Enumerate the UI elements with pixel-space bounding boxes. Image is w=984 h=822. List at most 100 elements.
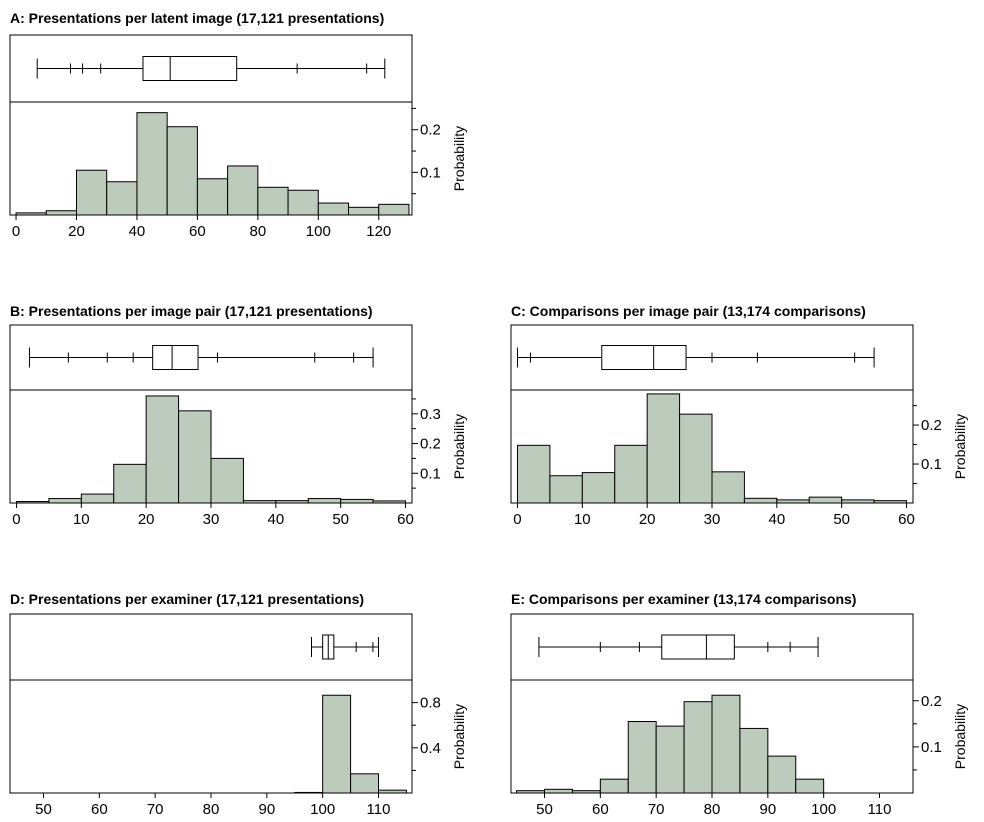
histogram-bar [614, 444, 648, 504]
histogram-bar [340, 498, 374, 504]
x-tick-label: 80 [704, 801, 721, 818]
histogram-bar [683, 701, 713, 794]
y-tick-label: 0.2 [921, 693, 942, 710]
histogram-bar [257, 186, 289, 216]
boxplot-box [661, 634, 735, 660]
histogram-bar [45, 210, 77, 216]
histogram-bar [378, 203, 410, 216]
histogram-bar [711, 471, 745, 504]
x-tick-label: 10 [574, 511, 591, 528]
panel-title: E: Comparisons per examiner (13,174 comp… [511, 591, 856, 607]
y-tick-label: 0.2 [420, 122, 441, 139]
x-tick-label: 60 [898, 511, 915, 528]
x-tick-label: 110 [868, 801, 892, 818]
x-tick-label: 10 [73, 511, 90, 528]
histogram-bar [75, 169, 108, 216]
histogram-bar [767, 755, 797, 794]
x-tick-label: 90 [759, 801, 776, 818]
histogram-bar [106, 181, 138, 216]
panel-c: C: Comparisons per image pair (13,174 co… [510, 303, 968, 528]
y-tick-label: 0.4 [420, 740, 441, 757]
x-tick-label: 30 [203, 511, 220, 528]
histogram-bar [544, 788, 573, 794]
panel-a: A: Presentations per latent image (17,12… [9, 10, 467, 240]
boxplot-box [601, 345, 687, 370]
x-tick-label: 0 [12, 223, 20, 240]
panel-title: A: Presentations per latent image (17,12… [10, 10, 384, 26]
histogram-bar [178, 410, 212, 504]
histogram-bar [80, 493, 115, 504]
histogram-bar [322, 694, 352, 794]
x-tick-label: 70 [648, 801, 665, 818]
histogram-bar [599, 778, 629, 794]
x-tick-label: 80 [203, 801, 220, 818]
panel-d: D: Presentations per examiner (17,121 pr… [9, 591, 467, 818]
histogram-bar [196, 178, 229, 216]
y-axis-label: Probability [451, 126, 467, 191]
histogram-bar [743, 497, 778, 504]
histogram-bar [317, 202, 350, 216]
histogram-bar [210, 457, 244, 504]
panel-e: E: Comparisons per examiner (13,174 comp… [510, 591, 968, 818]
boxplot-box [152, 345, 199, 370]
x-tick-label: 20 [138, 511, 155, 528]
x-tick-label: 50 [833, 511, 850, 528]
y-axis-label: Probability [952, 414, 968, 479]
y-axis-label: Probability [451, 704, 467, 769]
x-tick-label: 20 [639, 511, 656, 528]
x-tick-label: 40 [267, 511, 284, 528]
histogram-bar [808, 496, 843, 504]
histogram-bar [348, 206, 380, 216]
histogram-bar [581, 472, 616, 504]
histogram-bar [287, 189, 319, 216]
panel-title: D: Presentations per examiner (17,121 pr… [10, 591, 364, 607]
x-tick-label: 60 [592, 801, 609, 818]
histogram-bar [48, 498, 82, 504]
histogram-bar [307, 498, 342, 504]
x-tick-label: 100 [310, 801, 335, 818]
x-tick-label: 80 [250, 223, 267, 240]
x-tick-label: 30 [704, 511, 721, 528]
histogram-bar [739, 727, 769, 794]
panel-frame [9, 613, 413, 794]
histogram-bar [166, 126, 198, 216]
y-axis-label: Probability [451, 414, 467, 479]
panel-frame [9, 34, 413, 216]
y-tick-label: 0.8 [420, 695, 441, 712]
histogram-bar [549, 475, 583, 504]
x-tick-label: 40 [768, 511, 785, 528]
x-tick-label: 90 [258, 801, 275, 818]
x-tick-label: 110 [367, 801, 391, 818]
x-tick-label: 100 [306, 223, 331, 240]
histogram-bar [679, 413, 713, 504]
x-tick-label: 50 [35, 801, 52, 818]
x-tick-label: 50 [332, 511, 349, 528]
x-tick-label: 120 [366, 223, 391, 240]
x-tick-label: 70 [147, 801, 164, 818]
x-tick-label: 50 [536, 801, 553, 818]
x-tick-label: 60 [397, 511, 414, 528]
histogram-bar [113, 463, 147, 504]
histogram-bar [655, 725, 685, 794]
y-tick-label: 0.1 [921, 739, 942, 756]
histogram-bar [646, 393, 681, 504]
panel-title: B: Presentations per image pair (17,121 … [10, 303, 373, 319]
histogram-bar [136, 112, 168, 216]
x-tick-label: 60 [91, 801, 108, 818]
histogram-bar [711, 694, 741, 794]
y-tick-label: 0.1 [420, 164, 441, 181]
x-tick-label: 100 [811, 801, 836, 818]
y-axis-label: Probability [952, 704, 968, 769]
y-tick-label: 0.2 [921, 417, 942, 434]
x-tick-label: 0 [513, 511, 521, 528]
histogram-bar [516, 444, 551, 504]
x-tick-label: 60 [189, 223, 206, 240]
panel-b: B: Presentations per image pair (17,121 … [9, 303, 467, 528]
boxplot-box [142, 56, 238, 81]
y-tick-label: 0.1 [420, 465, 441, 482]
histogram-bar [627, 721, 657, 794]
histogram-bar [795, 778, 825, 794]
y-tick-label: 0.2 [420, 436, 441, 453]
x-tick-label: 40 [129, 223, 146, 240]
panel-title: C: Comparisons per image pair (13,174 co… [511, 303, 866, 319]
